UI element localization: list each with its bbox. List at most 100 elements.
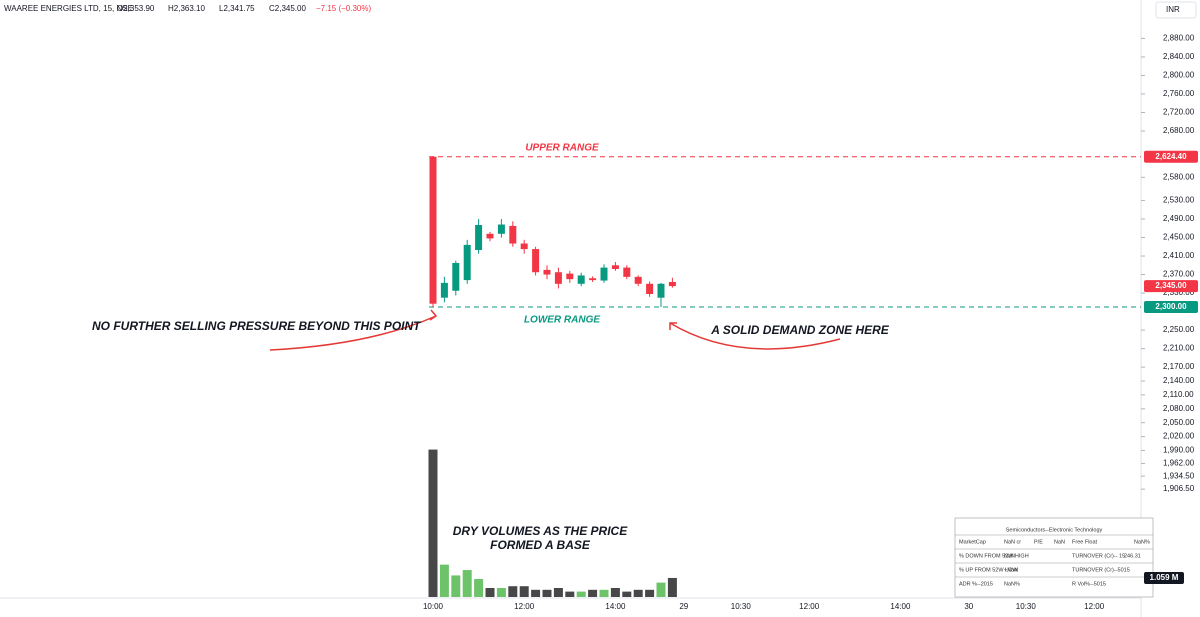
table-cell: % UP FROM 52W LOW	[959, 567, 1018, 573]
x-tick-label: 10:00	[423, 602, 444, 611]
candle-body	[668, 281, 676, 287]
table-cell: NaN	[1054, 539, 1065, 545]
table-cell: Free Float	[1072, 539, 1098, 545]
ohlc-close: C2,345.00	[269, 4, 306, 13]
candle-body	[497, 224, 505, 234]
x-tick-label: 14:00	[890, 602, 911, 611]
arrow-head	[669, 322, 677, 330]
y-tick-label: 2,250.00	[1163, 325, 1195, 334]
annotation: A SOLID DEMAND ZONE HERE	[710, 323, 890, 337]
arrow-head	[429, 309, 438, 321]
y-tick-label: 2,110.00	[1163, 390, 1194, 399]
price-label-bg	[1144, 150, 1198, 163]
y-tick-label: 2,580.00	[1163, 172, 1195, 181]
x-tick-label: 12:00	[1084, 602, 1105, 611]
candle-body	[623, 267, 631, 277]
y-tick-label: 2,680.00	[1163, 126, 1195, 135]
table-cell: NaN%	[1134, 539, 1150, 545]
y-tick-label: 2,760.00	[1163, 89, 1195, 98]
candle-body	[566, 273, 574, 280]
candle-body	[611, 265, 619, 269]
volume-bar	[656, 582, 666, 597]
ohlc-high: H2,363.10	[168, 4, 205, 13]
annotation: FORMED A BASE	[490, 538, 591, 552]
candle-body	[429, 156, 437, 304]
ohlc-open: O2,353.90	[117, 4, 155, 13]
volume-bar	[553, 588, 563, 597]
y-tick-label: 2,140.00	[1163, 376, 1195, 385]
candle-body	[577, 275, 585, 284]
table-cell: NaN cr	[1004, 539, 1021, 545]
volume-bar	[474, 579, 484, 597]
x-tick-label: 14:00	[605, 602, 626, 611]
volume-label-bg	[1144, 571, 1184, 584]
volume-bar	[576, 591, 586, 597]
table-cell: 246.31	[1124, 553, 1141, 559]
currency[interactable]: INR	[1166, 5, 1180, 14]
table-cell: % DOWN FROM 52W HIGH	[959, 553, 1029, 559]
volume-bar	[462, 570, 472, 597]
candle-body	[463, 244, 471, 281]
table-cell: ADR %--2015	[959, 581, 993, 587]
volume-bar	[599, 589, 609, 597]
candle-body	[440, 282, 448, 298]
currency-button[interactable]	[1155, 1, 1197, 19]
table-frame	[954, 517, 1154, 598]
volume-label: 1.059 M	[1150, 573, 1179, 582]
x-tick-label: 12:00	[514, 602, 535, 611]
candle-body	[634, 276, 642, 284]
y-tick-label: 2,020.00	[1163, 432, 1195, 441]
volume-bar	[542, 589, 552, 597]
candle-body	[532, 249, 540, 273]
last-price-label: 2,345.00	[1155, 281, 1187, 290]
table-cell: MarketCap	[959, 539, 986, 545]
info-table: Semiconductors--Electronic Technology Mar…	[954, 517, 1154, 598]
candle-body	[509, 225, 517, 244]
price-label: 2,624.40	[1155, 152, 1187, 161]
y-tick-label: 1,906.50	[1163, 484, 1195, 493]
annotation: DRY VOLUMES AS THE PRICE	[453, 524, 628, 538]
x-tick-label: 29	[679, 602, 688, 611]
y-tick-label: 1,934.50	[1163, 471, 1195, 480]
candle-body	[646, 283, 654, 294]
volume-bar	[645, 589, 655, 597]
volume-bar	[565, 591, 575, 597]
table-cell: +NaN	[1004, 567, 1018, 573]
x-tick-label: 10:30	[731, 602, 752, 611]
volume-bar	[588, 589, 598, 597]
x-tick-label: 10:30	[1016, 602, 1037, 611]
table-cell: NaN%	[1004, 581, 1020, 587]
table-cell: P/E	[1034, 539, 1043, 545]
volume-bar	[439, 564, 449, 597]
candle-body	[543, 269, 551, 275]
y-tick-label: 2,490.00	[1163, 214, 1195, 223]
y-tick-label: 1,962.00	[1163, 459, 1195, 468]
volume-bar	[508, 586, 518, 597]
volume-bar	[519, 586, 529, 597]
candle-body	[486, 233, 494, 239]
arrow	[269, 315, 437, 351]
last-price-bg	[1144, 280, 1198, 293]
volume-bar	[633, 589, 643, 597]
y-tick-label: 2,080.00	[1163, 404, 1195, 413]
y-tick-label: 2,330.00	[1163, 288, 1195, 297]
volume-bar	[451, 575, 461, 597]
table-cell: NaN	[1004, 553, 1015, 559]
candle-body	[600, 267, 608, 281]
y-tick-label: 2,720.00	[1163, 108, 1195, 117]
volume-bar	[428, 449, 438, 597]
volume-bar	[496, 588, 506, 597]
y-tick-label: 2,050.00	[1163, 418, 1195, 427]
ohlc-low: L2,341.75	[219, 4, 255, 13]
y-tick-label: 2,210.00	[1163, 344, 1195, 353]
symbol: WAAREE ENERGIES LTD, 15, NSE	[4, 4, 133, 13]
volume-bar	[610, 588, 620, 597]
y-tick-label: 2,450.00	[1163, 233, 1195, 242]
y-tick-label: 2,370.00	[1163, 270, 1195, 279]
candle-body	[520, 243, 528, 250]
price-label: 2,300.00	[1155, 302, 1187, 311]
y-tick-label: 2,800.00	[1163, 71, 1195, 80]
candle-body	[589, 278, 597, 281]
